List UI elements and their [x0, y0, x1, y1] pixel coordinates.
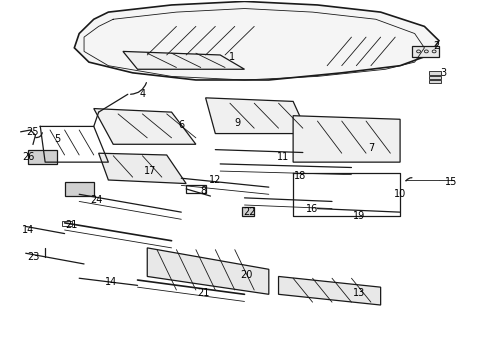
- Text: 9: 9: [234, 118, 240, 128]
- FancyBboxPatch shape: [28, 150, 57, 164]
- Text: 14: 14: [22, 225, 34, 235]
- Text: 19: 19: [352, 211, 364, 221]
- Polygon shape: [122, 51, 244, 69]
- Text: 2: 2: [432, 41, 439, 51]
- Text: 21: 21: [197, 288, 209, 297]
- Text: 12: 12: [209, 175, 221, 185]
- Polygon shape: [278, 276, 380, 305]
- Text: 24: 24: [90, 195, 102, 204]
- Polygon shape: [94, 109, 196, 144]
- Text: 18: 18: [294, 171, 306, 181]
- Text: 10: 10: [393, 189, 406, 199]
- Text: 4: 4: [139, 89, 145, 99]
- Text: 8: 8: [200, 186, 206, 196]
- Text: 14: 14: [104, 277, 117, 287]
- FancyBboxPatch shape: [411, 46, 438, 57]
- FancyBboxPatch shape: [186, 185, 205, 193]
- Polygon shape: [292, 116, 399, 162]
- FancyBboxPatch shape: [64, 182, 94, 196]
- FancyBboxPatch shape: [242, 207, 254, 216]
- Text: 22: 22: [243, 207, 255, 217]
- Text: 7: 7: [367, 143, 373, 153]
- Text: 13: 13: [352, 288, 364, 297]
- Text: 1: 1: [229, 52, 235, 62]
- Polygon shape: [99, 153, 186, 184]
- Text: 15: 15: [444, 177, 456, 187]
- Polygon shape: [205, 98, 307, 134]
- FancyBboxPatch shape: [428, 71, 441, 75]
- Text: 16: 16: [306, 203, 318, 213]
- Text: 3: 3: [440, 68, 446, 78]
- Text: 17: 17: [143, 166, 156, 176]
- Text: 5: 5: [54, 134, 61, 144]
- Text: 25: 25: [27, 127, 39, 137]
- Text: 11: 11: [277, 152, 289, 162]
- Text: 21: 21: [65, 220, 78, 230]
- Text: 6: 6: [178, 120, 184, 130]
- FancyBboxPatch shape: [62, 221, 72, 226]
- Polygon shape: [74, 1, 438, 80]
- FancyBboxPatch shape: [428, 80, 441, 83]
- Text: 26: 26: [22, 152, 34, 162]
- Polygon shape: [147, 248, 268, 294]
- Text: 20: 20: [240, 270, 253, 280]
- Text: 23: 23: [27, 252, 39, 262]
- FancyBboxPatch shape: [428, 76, 441, 79]
